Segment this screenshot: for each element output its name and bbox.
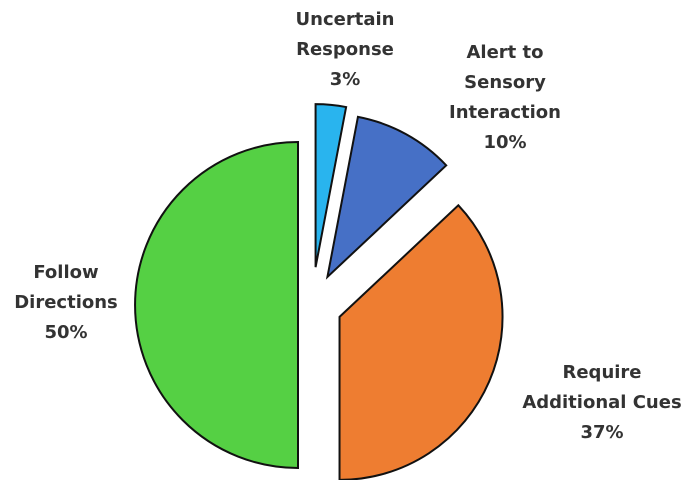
pie-slice xyxy=(338,203,504,480)
pie-slice xyxy=(314,103,348,268)
pie-slice xyxy=(325,115,448,280)
pie-slice xyxy=(134,140,299,470)
category-label: Follow Directions xyxy=(14,262,118,313)
slice-label: Uncertain Response 3% xyxy=(290,5,400,95)
category-label: Alert to Sensory Interaction xyxy=(449,42,561,123)
slice-label: Require Additional Cues 37% xyxy=(522,358,682,448)
slice-label: Alert to Sensory Interaction 10% xyxy=(445,38,565,158)
value-label: 3% xyxy=(329,69,361,90)
value-label: 37% xyxy=(580,422,624,443)
value-label: 50% xyxy=(44,322,88,343)
category-label: Uncertain Response xyxy=(295,9,395,60)
value-label: 10% xyxy=(483,132,527,153)
category-label: Require Additional Cues xyxy=(522,362,682,413)
slice-label: Follow Directions 50% xyxy=(11,258,121,348)
